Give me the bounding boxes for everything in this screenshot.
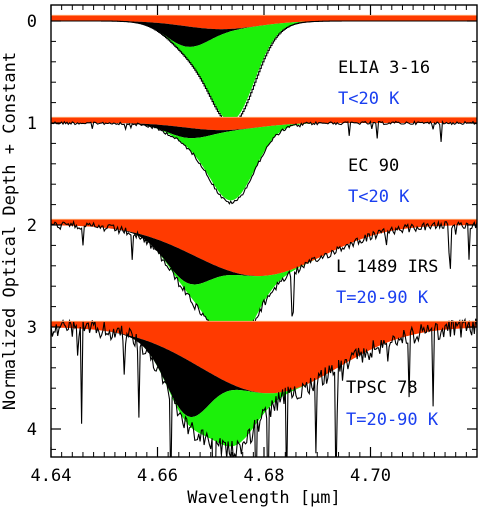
y-tick-label: 4 — [27, 420, 37, 440]
x-tick-label: 4.70 — [350, 466, 391, 486]
panel-2-temperature: T=20-90 K — [336, 288, 429, 308]
panel-0-black-component — [51, 21, 477, 47]
panel-1 — [51, 116, 477, 205]
y-tick-label: 2 — [27, 216, 37, 236]
x-tick-label: 4.68 — [244, 466, 285, 486]
x-tick-label: 4.64 — [31, 466, 72, 486]
panel-3-spectrum — [51, 317, 477, 457]
annotations-group: ELIA 3-16 T<20 K EC 90 T<20 K L 1489 IRS T=20… — [336, 58, 439, 430]
panel-0-spectrum — [51, 20, 477, 125]
panel-1-temperature: T<20 K — [348, 187, 410, 207]
panel-0-broad-component — [51, 15, 477, 30]
y-tick-label: 3 — [27, 318, 37, 338]
panel-3-broad-component — [51, 321, 477, 394]
x-tick-label: 4.66 — [137, 466, 178, 486]
y-tick-label: 0 — [27, 12, 37, 32]
panel-2-spectrum — [51, 219, 477, 356]
panel-0 — [51, 14, 477, 125]
panel-3-temperature: T=20-90 K — [346, 410, 439, 430]
panel-0-name: ELIA 3-16 — [338, 58, 430, 78]
panel-3-name: TPSC 78 — [346, 378, 418, 398]
panel-2-broad-component — [51, 219, 477, 276]
ticks-group: 4.64 4.66 4.68 4.70 0 1 2 3 4 — [27, 5, 478, 486]
panel-1-black-component — [51, 123, 477, 139]
panel-2 — [51, 218, 477, 356]
panels-group — [51, 14, 477, 457]
panel-2-name: L 1489 IRS — [336, 257, 438, 277]
panel-1-name: EC 90 — [348, 156, 399, 176]
x-axis-title: Wavelength [μm] — [187, 488, 341, 508]
panel-1-green-component — [51, 123, 477, 201]
panel-2-green-component — [51, 225, 477, 347]
y-axis-title: Normalized Optical Depth + Constant — [0, 52, 20, 410]
panel-3-black-component — [51, 327, 477, 417]
y-tick-label: 1 — [27, 114, 37, 134]
panel-1-spectrum — [51, 120, 477, 205]
panel-0-green-component — [51, 21, 477, 121]
panel-0-temperature: T<20 K — [338, 89, 400, 109]
panel-3 — [51, 317, 477, 457]
panel-2-black-component — [51, 225, 477, 285]
